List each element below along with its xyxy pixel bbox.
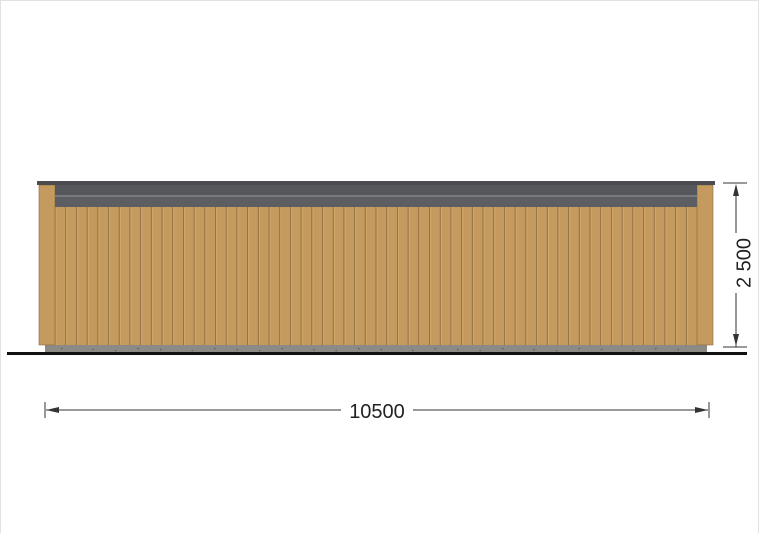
foundation-speck [236, 349, 238, 351]
foundation-speck [313, 349, 315, 351]
foundation-speck [137, 348, 139, 350]
width-arrow-right-icon [695, 407, 708, 413]
foundation-speck [358, 348, 360, 350]
height-label: 2 500 [733, 238, 755, 288]
height-arrow-bottom-icon [733, 334, 739, 346]
width-dimension: 10500 [44, 397, 710, 423]
foundation-speck [479, 350, 481, 352]
foundation-speck [281, 348, 283, 350]
height-dimension: 2 500 [723, 182, 755, 348]
roof-fascia [55, 185, 697, 196]
foundation-speck [677, 349, 679, 351]
foundation-speck [380, 349, 382, 351]
foundation-speck [457, 349, 459, 351]
foundation-strip [45, 345, 707, 354]
foundation-speck [92, 349, 94, 351]
right-corner-post [696, 184, 714, 346]
foundation-texture [61, 348, 679, 352]
foundation-speck [533, 349, 535, 351]
foundation-speck [632, 350, 634, 352]
foundation-speck [655, 348, 657, 350]
roof-edge [37, 181, 715, 185]
foundation-speck [335, 350, 337, 352]
width-label-backdrop [341, 397, 413, 423]
gutter [55, 197, 697, 207]
width-label: 10500 [349, 401, 405, 423]
foundation-speck [578, 348, 580, 350]
height-arrow-top-icon [733, 184, 739, 196]
foundation-speck [191, 350, 193, 352]
foundation-speck [259, 350, 261, 352]
foundation-speck [160, 349, 162, 351]
foundation-speck [214, 348, 216, 350]
foundation-speck [412, 350, 414, 352]
height-label-backdrop [724, 233, 748, 293]
foundation-speck [434, 348, 436, 350]
foundation-speck [556, 350, 558, 352]
left-corner-post [38, 184, 56, 346]
ground-line [7, 352, 747, 355]
foundation-speck [502, 348, 504, 350]
foundation-speck [601, 349, 603, 351]
foundation-speck [61, 348, 63, 350]
width-arrow-left-icon [46, 407, 59, 413]
fascia-line [55, 195, 697, 197]
foundation-speck [115, 350, 117, 352]
